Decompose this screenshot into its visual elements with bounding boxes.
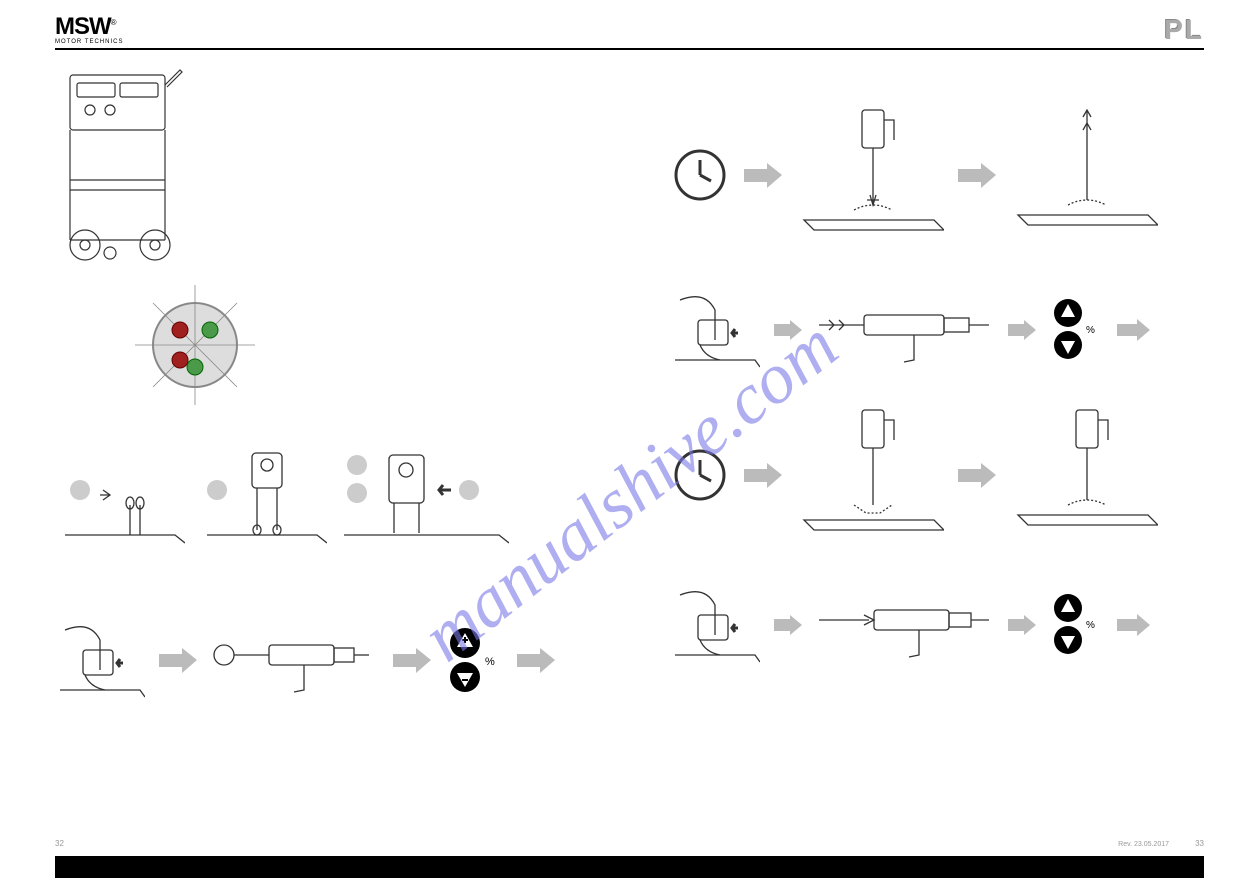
lift-gun-step — [1008, 405, 1158, 545]
clock-icon — [673, 148, 728, 203]
arrow-right-icon — [1115, 319, 1150, 341]
spot-step-1 — [55, 435, 185, 555]
clock-step — [670, 145, 730, 205]
ground-clamp-step — [670, 285, 760, 375]
gun-power-sequence-left: % — [55, 615, 625, 705]
right-column: % — [670, 65, 1210, 678]
svg-text:%: % — [1086, 325, 1095, 336]
green-pin-1 — [202, 322, 218, 338]
power-adjust-control: % — [443, 625, 503, 695]
arrow-right-icon — [1006, 615, 1036, 635]
revision-date: Rev. 23.05.2017 — [1118, 841, 1169, 848]
language-badge: PL — [1164, 14, 1204, 46]
arrow-right-icon — [1115, 614, 1150, 636]
dot-icon — [347, 455, 367, 475]
ground-clamp-step — [55, 615, 145, 705]
logo-subtitle: MOTOR TECHNICS — [55, 39, 123, 45]
arrow-right-icon — [742, 163, 782, 188]
page-header: MSW® MOTOR TECHNICS PL — [0, 10, 1259, 50]
welding-cart-icon — [55, 65, 185, 265]
timed-weld-sequence-2 — [670, 405, 1210, 545]
logo-main-text: MSW® — [55, 15, 116, 39]
timed-weld-sequence-1 — [670, 105, 1210, 245]
dot-icon — [207, 480, 227, 500]
header-divider — [55, 48, 1204, 50]
svg-text:%: % — [1086, 620, 1095, 631]
arrow-right-icon — [956, 463, 996, 488]
percent-label: % — [485, 656, 495, 668]
spot-gun-tip-step — [814, 585, 994, 665]
lift-step — [1008, 105, 1158, 245]
red-pin-2 — [172, 352, 188, 368]
page-number-left: 32 — [55, 839, 64, 848]
arrow-right-icon — [772, 320, 802, 340]
arrow-right-icon — [391, 648, 431, 673]
spot-step-3 — [339, 435, 509, 555]
red-pin-1 — [172, 322, 188, 338]
arrow-right-icon — [742, 463, 782, 488]
dot-icon — [347, 483, 367, 503]
power-adjust-control: % — [1048, 295, 1103, 365]
left-column: % — [55, 65, 625, 713]
clock-icon — [673, 448, 728, 503]
gun-power-sequence-right-1: % — [670, 285, 1210, 375]
page-number-right: 33 — [1195, 839, 1204, 848]
clock-step — [670, 445, 730, 505]
spot-gun-long-step — [814, 290, 994, 370]
footer-bar — [55, 856, 1204, 878]
trademark-symbol: ® — [111, 18, 116, 27]
dot-icon — [70, 480, 90, 500]
spot-step-2 — [197, 435, 327, 555]
arrow-right-icon — [956, 163, 996, 188]
weld-down-step — [794, 105, 944, 245]
brand-logo: MSW® MOTOR TECHNICS — [55, 15, 123, 45]
power-adjust-control: % — [1048, 590, 1103, 660]
spot-weld-sequence — [55, 435, 625, 555]
arrow-right-icon — [515, 648, 555, 673]
green-pin-2 — [187, 359, 203, 375]
arrow-right-icon — [772, 615, 802, 635]
gun-power-sequence-right-2: % — [670, 580, 1210, 670]
connector-diagram — [135, 285, 255, 405]
ground-clamp-step — [670, 580, 760, 670]
arrow-right-icon — [157, 648, 197, 673]
weld-down-step — [794, 405, 944, 545]
connector-pins-icon — [135, 285, 255, 405]
spot-gun-step — [209, 620, 379, 700]
arrow-right-icon — [1006, 320, 1036, 340]
machine-illustration — [55, 65, 185, 265]
